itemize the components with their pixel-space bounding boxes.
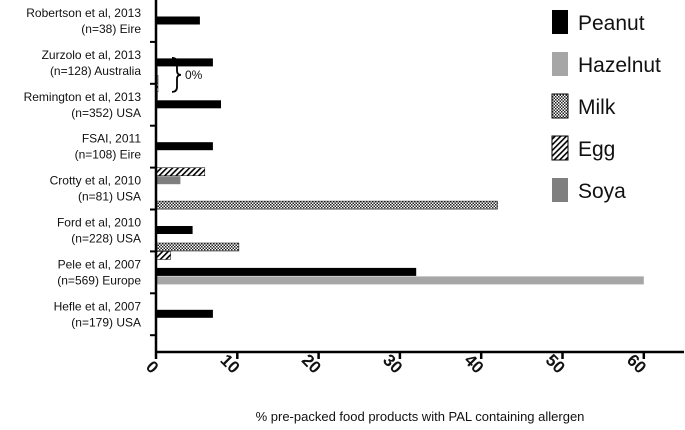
x-ticks: 0 10 20 30 40 50 60 [142,350,650,377]
category-sublabel: (n=179) USA [71,315,141,329]
brace-icon [171,57,182,93]
bar-milk [155,242,240,252]
category-sublabel: (n=108) Eire [75,148,142,162]
legend-swatch-egg [551,135,569,161]
category-sublabel: (n=38) Eire [81,22,141,36]
legend: Peanut Hazelnut Milk Egg Soya [551,10,661,203]
bar-peanut [156,16,200,25]
bar-peanut [156,100,221,109]
legend-label-milk: Milk [578,96,616,119]
legend-label-egg: Egg [578,138,615,161]
x-tick-label: 40 [461,350,488,377]
x-tick-label: 60 [623,350,650,377]
x-axis-label: % pre-packed food products with PAL cont… [256,409,585,424]
legend-swatch-milk [551,93,569,119]
bar-peanut [156,226,193,234]
category-label: Pele et al, 2007 [58,257,142,271]
bar-milk [155,200,498,210]
category-sublabel: (n=81) USA [78,190,141,204]
legend-label-soya: Soya [578,180,626,203]
x-tick-label: 0 [142,357,162,377]
category-label: Robertson et al, 2013 [26,6,141,20]
legend-swatch-peanut [552,10,568,34]
legend-label-hazelnut: Hazelnut [578,54,661,77]
legend-swatch-hazelnut [552,52,568,76]
axes [150,0,684,354]
category-label: Remington et al, 2013 [24,90,142,104]
legend-swatch-soya [552,178,568,202]
bar-hazelnut [156,276,644,285]
bars [155,16,644,318]
x-tick-label: 30 [379,350,406,377]
bar-soya [156,176,181,185]
bar-peanut [156,58,213,67]
category-sublabel: (n=569) Europe [57,273,141,287]
category-label: FSAI, 2011 [82,132,141,146]
bar-egg [155,167,206,176]
annotations: 0% [171,57,203,93]
legend-label-peanut: Peanut [578,12,645,35]
category-label: Hefle et al, 2007 [54,299,142,313]
bar-peanut [156,267,417,276]
zero-percent-annotation: 0% [185,68,203,82]
bar-peanut [156,309,213,318]
category-label: Crotty et al, 2010 [50,174,142,188]
category-sublabel: (n=352) USA [71,106,141,120]
category-labels: Robertson et al, 2013 (n=38) Eire Zurzolo … [24,6,142,329]
category-sublabel: (n=228) USA [71,232,141,246]
x-tick-label: 50 [542,350,569,377]
category-label: Zurzolo et al, 2013 [42,48,142,62]
x-tick-label: 10 [217,350,244,377]
bar-egg [155,251,171,260]
category-label: Ford et al, 2010 [57,216,141,230]
category-sublabel: (n=128) Australia [50,64,141,78]
bar-peanut [156,142,213,151]
x-tick-label: 20 [298,350,325,377]
